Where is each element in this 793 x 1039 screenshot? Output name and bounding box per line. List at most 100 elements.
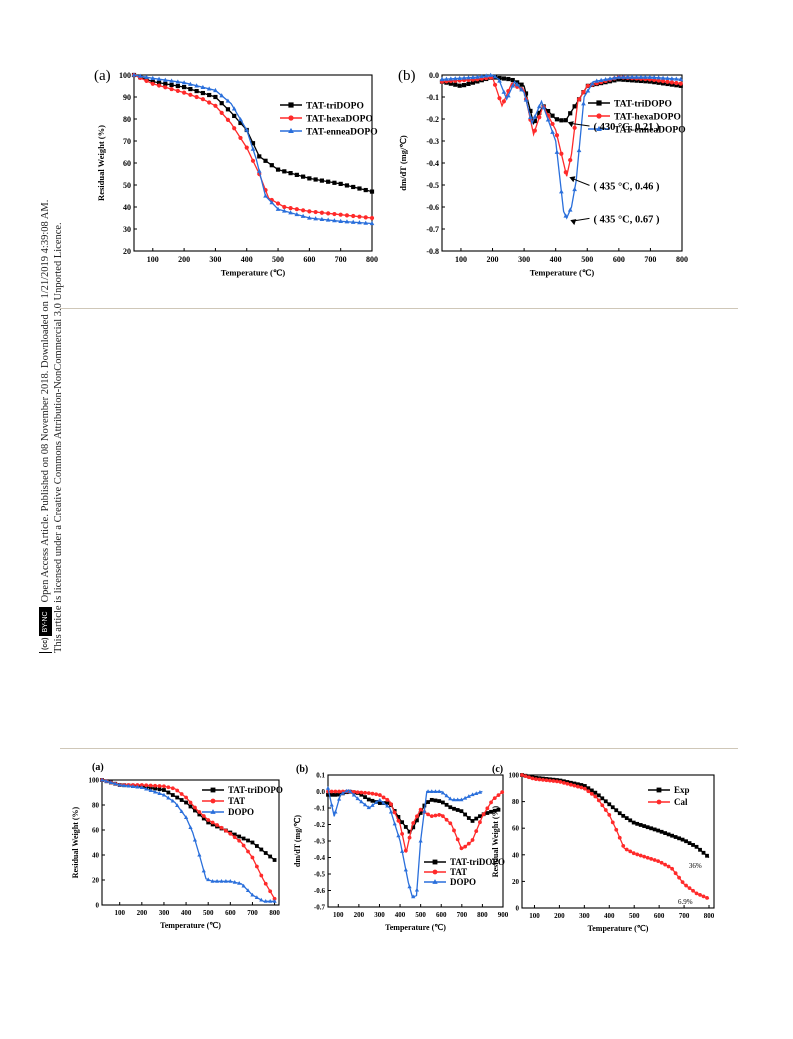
- license-side-text: (cc) BY-NC Open Access Article. Publishe…: [39, 53, 69, 653]
- data-point-tat: [179, 792, 184, 796]
- license-line-1: (cc) BY-NC Open Access Article. Publishe…: [39, 53, 52, 653]
- data-point-exp: [593, 790, 598, 795]
- data-point-exp: [579, 783, 584, 787]
- x-tick-label: 100: [114, 909, 125, 917]
- series-tat-enneadopo: [131, 72, 375, 226]
- data-point-tat-tridopo: [377, 801, 382, 805]
- data-point-exp: [589, 788, 594, 793]
- data-point-exp: [652, 827, 657, 832]
- data-point-tat-enneadopo: [325, 217, 331, 222]
- cc-license-badge[interactable]: (cc) BY-NC: [39, 607, 52, 653]
- data-point-exp: [582, 784, 587, 788]
- data-point-tat: [440, 814, 445, 819]
- data-point-tat: [232, 835, 237, 840]
- data-point-tat-hexadopo: [175, 88, 180, 93]
- data-point-tat-enneadopo: [563, 213, 569, 218]
- panel-label: (b): [398, 68, 416, 84]
- data-point-tat-tridopo: [396, 815, 401, 819]
- data-point-dopo: [455, 797, 460, 802]
- data-point-tat-hexadopo: [550, 121, 555, 127]
- data-point-dopo: [396, 833, 401, 838]
- data-point-tat: [263, 881, 268, 886]
- data-point-tat: [197, 810, 202, 814]
- y-tick-label: 100: [119, 71, 131, 80]
- data-point-tat-enneadopo: [488, 72, 493, 77]
- data-point-exp: [666, 832, 671, 837]
- data-point-tat-tridopo: [478, 814, 482, 819]
- data-point-cal: [582, 786, 587, 791]
- data-point-cal: [520, 773, 524, 777]
- data-point-tat-enneadopo: [483, 73, 489, 78]
- data-point-tat: [403, 848, 408, 853]
- data-point-tat-tridopo: [572, 104, 577, 109]
- data-point-tat-tridopo: [532, 118, 537, 124]
- data-point-tat-tridopo: [351, 184, 356, 190]
- data-point-tat-tridopo: [263, 158, 268, 163]
- data-point-tat-tridopo: [466, 81, 471, 86]
- y-tick-label: 20: [92, 876, 100, 884]
- data-point-exp: [656, 828, 661, 833]
- y-tick-label: 0.1: [316, 771, 325, 779]
- y-tick-label: 70: [123, 137, 131, 146]
- data-point-tat: [496, 793, 501, 798]
- legend-label-dopo: DOPO: [228, 807, 254, 817]
- data-point-tat-hexadopo: [282, 204, 287, 210]
- data-point-tat-hexadopo: [678, 81, 683, 86]
- data-point-tat-tridopo: [250, 141, 256, 146]
- y-tick-label: -0.4: [314, 854, 326, 862]
- y-tick-label: -0.4: [426, 159, 439, 168]
- data-point-exp: [691, 843, 695, 847]
- data-point-exp: [631, 820, 636, 825]
- data-point-cal: [680, 880, 685, 885]
- data-point-tat-enneadopo: [669, 76, 675, 81]
- data-point-tat-enneadopo: [660, 75, 666, 80]
- data-point-tat-hexadopo: [660, 79, 666, 84]
- panel-label: (b): [296, 764, 308, 775]
- data-point-tat-enneadopo: [466, 75, 471, 80]
- data-point-tat: [184, 795, 188, 800]
- data-point-tat: [407, 835, 412, 840]
- data-point-tat: [370, 791, 375, 796]
- data-point-dopo: [381, 800, 386, 805]
- data-point-tat: [144, 783, 149, 788]
- data-point-cal: [558, 780, 563, 784]
- y-tick-label: -0.6: [426, 203, 439, 212]
- series-tat: [100, 778, 277, 901]
- y-tick-label: 40: [512, 851, 520, 859]
- data-point-tat-hexadopo: [244, 145, 249, 150]
- data-point-tat-tridopo: [550, 113, 555, 118]
- data-point-tat-enneadopo: [225, 98, 231, 103]
- data-point-dopo: [344, 788, 349, 793]
- data-point-tat: [268, 889, 273, 894]
- data-point-cal: [617, 835, 622, 840]
- y-tick-label: 0.0: [316, 788, 325, 796]
- chart-bottom-a: (a) 100 200 300 400 500 600 700 800 0 20 40 60 80 100 T…: [71, 762, 283, 930]
- data-point-tat: [355, 790, 360, 795]
- legend-marker-tat-enneadopo: [288, 127, 294, 134]
- data-point-dopo: [122, 783, 127, 788]
- data-point-dopo: [210, 878, 215, 883]
- y-tick-label: -0.5: [426, 181, 439, 190]
- x-tick-label: 500: [629, 912, 640, 920]
- x-tick-label: 200: [354, 911, 365, 919]
- legend-label-dopo: DOPO: [450, 877, 476, 887]
- cc-badge-by: BY-NC: [40, 608, 51, 636]
- data-point-tat-tridopo: [288, 171, 293, 176]
- data-point-tat-tridopo: [326, 792, 330, 797]
- y-tick-label: 100: [509, 771, 520, 779]
- data-point-tat-tridopo: [213, 94, 218, 100]
- data-point-tat-enneadopo: [576, 148, 582, 153]
- chart-top-a: (a) 100 200 300 400 500 600 700 800 20 30 40 50 60 70 8…: [94, 68, 378, 278]
- data-point-tat-enneadopo: [607, 76, 613, 81]
- data-point-tat: [224, 828, 228, 833]
- data-point-tat-enneadopo: [505, 93, 511, 98]
- data-point-tat-tridopo: [669, 82, 674, 87]
- data-point-exp: [670, 833, 675, 838]
- data-point-dopo: [144, 786, 149, 791]
- data-point-cal: [614, 827, 619, 832]
- data-point-tat-enneadopo: [150, 75, 156, 80]
- legend-label-tat-tridopo: TAT-triDOPO: [228, 785, 283, 795]
- data-point-dopo: [407, 884, 412, 889]
- data-point-tat: [333, 789, 338, 794]
- x-tick-label: 400: [181, 909, 192, 917]
